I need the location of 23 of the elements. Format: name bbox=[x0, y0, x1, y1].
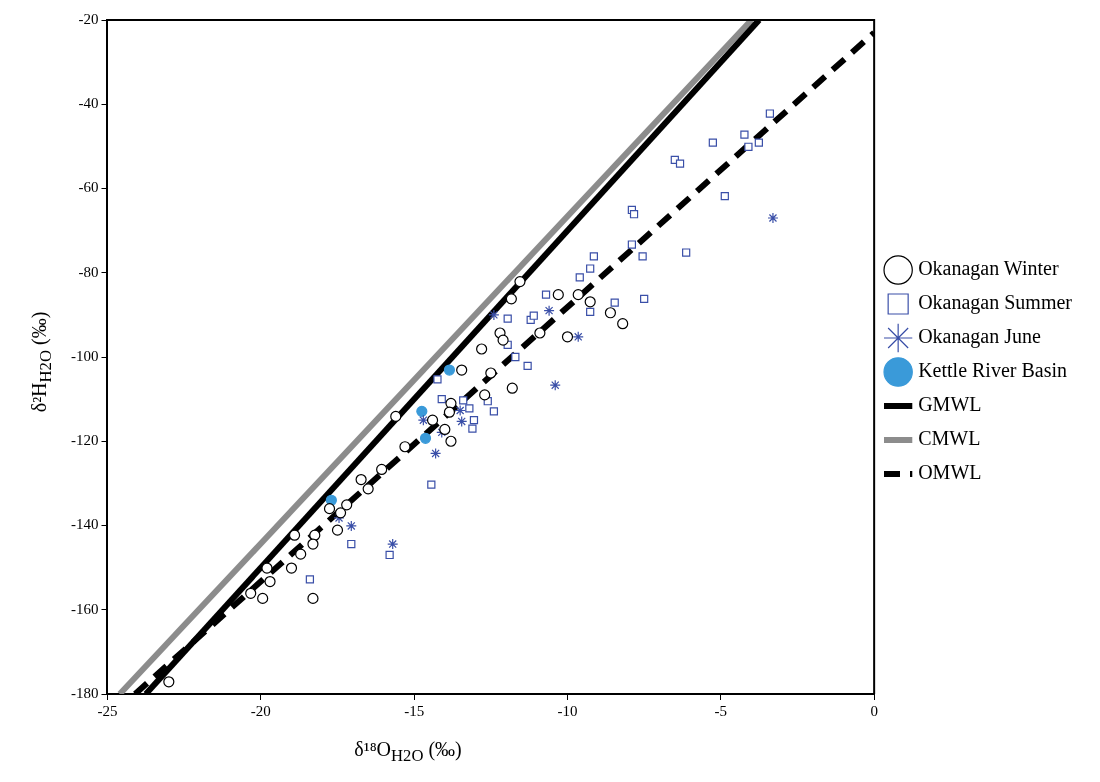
y-tick-label: -60 bbox=[78, 179, 99, 196]
legend-label: Okanagan June bbox=[918, 325, 1042, 349]
x-axis-title: δ¹⁸O$_{H2O}$ (‰) bbox=[353, 738, 463, 766]
legend-label: Kettle River Basin bbox=[918, 359, 1068, 382]
y-tick-label: -140 bbox=[71, 516, 99, 533]
x-tick-label: -20 bbox=[250, 702, 271, 719]
y-tick-label: -40 bbox=[78, 95, 99, 112]
y-tick-label: -20 bbox=[78, 10, 99, 27]
y-tick-label: -120 bbox=[71, 432, 99, 449]
legend-label: Okanagan Winter bbox=[918, 257, 1059, 281]
x-tick-label: -25 bbox=[97, 702, 118, 719]
legend-label: OMWL bbox=[918, 461, 982, 484]
y-tick-label: -160 bbox=[71, 600, 99, 617]
y-tick-label: -180 bbox=[71, 684, 99, 701]
y-tick-label: -80 bbox=[78, 263, 99, 280]
x-tick-label: -15 bbox=[404, 702, 425, 719]
legend-label: CMWL bbox=[918, 427, 981, 450]
x-tick-label: -10 bbox=[557, 702, 578, 719]
legend-label: Okanagan Summer bbox=[918, 291, 1073, 315]
x-tick-label: -5 bbox=[714, 702, 728, 719]
legend-label: GMWL bbox=[918, 393, 982, 416]
x-tick-label: 0 bbox=[870, 702, 878, 719]
y-tick-label: -100 bbox=[71, 347, 99, 364]
